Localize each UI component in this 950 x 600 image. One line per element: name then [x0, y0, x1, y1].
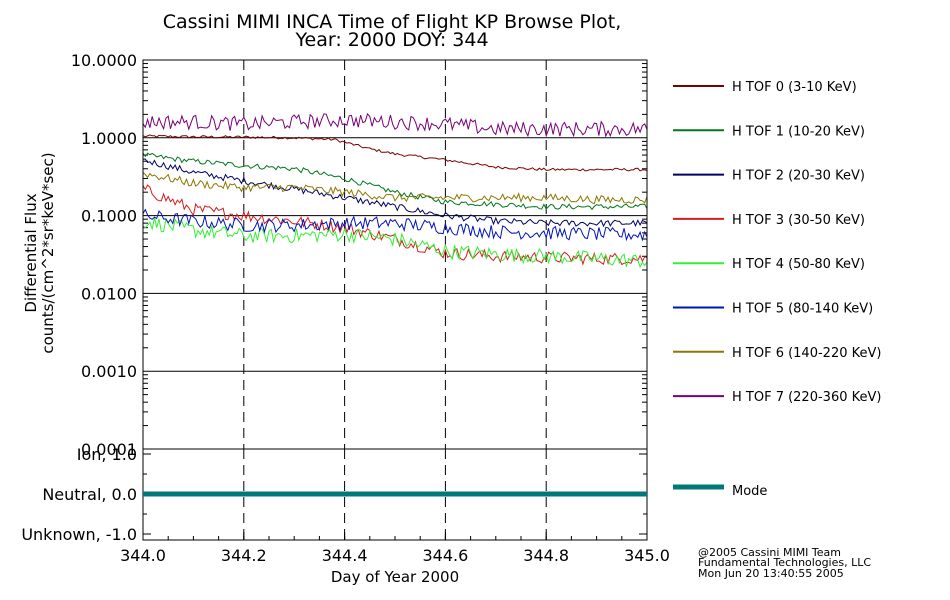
y-axis-label-line1: Differential Flux	[22, 193, 40, 312]
series-line-tof-4	[142, 217, 648, 269]
series-line-tof-7	[142, 112, 648, 138]
chart-title-line2: Year: 2000 DOY: 344	[294, 29, 488, 51]
x-tick-label: 344.8	[523, 546, 569, 565]
legend-label: H TOF 1 (10-20 KeV)	[732, 124, 865, 139]
legend-label-mode: Mode	[732, 484, 767, 499]
credit-line3: Mon Jun 20 13:40:55 2005	[698, 567, 844, 580]
series-line-tof-3	[142, 184, 648, 266]
legend-label: H TOF 4 (50-80 KeV)	[732, 257, 865, 272]
series-line-tof-2	[142, 158, 648, 228]
y-tick-label: 1.0000	[81, 129, 137, 148]
legend-label: H TOF 7 (220-360 KeV)	[732, 390, 881, 405]
series-line-tof-1	[142, 152, 648, 211]
mode-y-tick-label: Neutral, 0.0	[42, 485, 137, 504]
series-line-tof-5	[142, 208, 648, 242]
mode-y-tick-label: Ion, 1.0	[77, 445, 137, 464]
y-tick-label: 0.0001	[81, 440, 137, 459]
legend-label: H TOF 3 (30-50 KeV)	[732, 213, 865, 228]
legend-label: H TOF 5 (80-140 KeV)	[732, 302, 873, 317]
x-tick-label: 344.4	[322, 546, 368, 565]
x-tick-label: 344.2	[221, 546, 267, 565]
x-tick-label: 344.0	[120, 546, 166, 565]
x-tick-label: 344.6	[422, 546, 468, 565]
flux-plot-frame	[142, 59, 648, 450]
legend-label: H TOF 2 (20-30 KeV)	[732, 169, 865, 184]
series-line-tof-0	[142, 134, 648, 172]
mode-panel: Ion, 1.0 Neutral, 0.0 Unknown, -1.0 344.0 34…	[21, 445, 670, 565]
y-tick-label: 0.0010	[81, 362, 137, 381]
y-axis-label-line2: counts/(cm^2*sr*keV*sec)	[39, 152, 57, 353]
credit-line2: Fundamental Technologies, LLC	[698, 556, 871, 569]
chart-title-line1: Cassini MIMI INCA Time of Flight KP Brow…	[163, 11, 622, 33]
credit-line1: @2005 Cassini MIMI Team	[698, 546, 841, 559]
y-tick-label: 0.0100	[81, 284, 137, 303]
series-line-tof-6	[142, 172, 648, 205]
flux-panel: 10.0000 1.0000 0.1000 0.0100 0.0010 0.0001	[71, 51, 648, 459]
mode-y-tick-label: Unknown, -1.0	[21, 525, 137, 544]
legend-label: H TOF 6 (140-220 KeV)	[732, 346, 881, 361]
legend-label: H TOF 0 (3-10 KeV)	[732, 80, 857, 95]
x-axis-label: Day of Year 2000	[331, 568, 459, 586]
y-tick-label: 10.0000	[71, 51, 137, 70]
legend: H TOF 0 (3-10 KeV) H TOF 1 (10-20 KeV) H T…	[673, 80, 881, 499]
y-tick-label: 0.1000	[81, 207, 137, 226]
x-tick-label: 345.0	[624, 546, 670, 565]
